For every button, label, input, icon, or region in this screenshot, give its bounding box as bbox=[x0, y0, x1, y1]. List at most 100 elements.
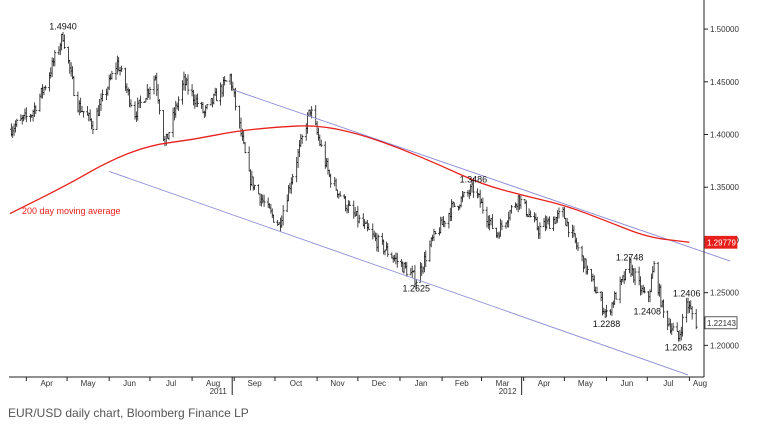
price-bar bbox=[129, 99, 133, 108]
last-value-tag-label: 1.29779 bbox=[707, 238, 736, 247]
x-tick-label: Sep bbox=[247, 379, 262, 388]
channel-line-upper bbox=[234, 89, 731, 262]
price-bar bbox=[529, 210, 532, 218]
price-bar bbox=[481, 197, 485, 214]
price-bar bbox=[186, 74, 190, 95]
price-bar bbox=[614, 292, 618, 300]
price-bar bbox=[395, 252, 399, 268]
price-bar bbox=[319, 139, 323, 148]
price-bar bbox=[110, 70, 114, 80]
price-bar bbox=[177, 96, 180, 111]
chart-caption: EUR/USD daily chart, Bloomberg Finance L… bbox=[8, 406, 249, 420]
price-annotation: 1.3486 bbox=[460, 175, 488, 185]
x-tick-label: May bbox=[81, 379, 96, 388]
price-annotation: 1.2748 bbox=[616, 253, 644, 263]
moving-average-legend: 200 day moving average bbox=[22, 206, 121, 216]
y-tick-label: 1.35000 bbox=[710, 183, 739, 192]
price-bar bbox=[424, 250, 428, 268]
x-year-label: 2011 bbox=[210, 387, 228, 396]
price-bar bbox=[548, 216, 551, 229]
price-bar bbox=[15, 118, 19, 128]
x-year-label: 2012 bbox=[499, 387, 517, 396]
y-tick-label: 1.45000 bbox=[710, 78, 739, 87]
moving-average-line bbox=[9, 125, 690, 243]
price-bar bbox=[310, 106, 314, 119]
last-value-tags: 1.29779 1.22143 bbox=[704, 235, 738, 330]
last-value-tag-box bbox=[704, 316, 738, 330]
x-tick-label: Feb bbox=[455, 379, 469, 388]
channel-line-lower bbox=[109, 170, 689, 376]
x-tick-label: Apr bbox=[40, 379, 53, 388]
x-tick-label: Mar bbox=[496, 379, 510, 388]
price-bar bbox=[357, 214, 361, 224]
last-value-tag-label: 1.22143 bbox=[707, 319, 736, 328]
price-bar bbox=[376, 234, 380, 253]
price-bar bbox=[586, 265, 589, 275]
price-bar bbox=[43, 85, 47, 91]
price-annotation: 1.2625 bbox=[403, 283, 431, 293]
price-annotation: 1.4940 bbox=[49, 21, 77, 31]
price-annotation: 1.2406 bbox=[673, 289, 701, 299]
price-annotations: 1.4940 1.3486 1.2625 1.2748 1.2288 1.2408 1.24… bbox=[49, 21, 700, 352]
price-bar bbox=[690, 306, 694, 320]
x-tick-label: Jan bbox=[415, 379, 428, 388]
price-bar bbox=[671, 322, 675, 332]
price-bar bbox=[519, 195, 523, 209]
price-bar bbox=[367, 223, 371, 231]
price-bar bbox=[62, 34, 66, 49]
price-bar bbox=[414, 278, 418, 290]
price-bar bbox=[300, 134, 304, 144]
price-bar bbox=[224, 80, 228, 82]
x-tick-label: Dec bbox=[372, 379, 386, 388]
last-value-tag: 1.29779 bbox=[704, 235, 738, 249]
price-bar bbox=[81, 111, 85, 118]
price-bar bbox=[452, 202, 456, 208]
price-bar bbox=[247, 146, 251, 172]
price-annotation: 1.2408 bbox=[634, 306, 662, 316]
price-bar bbox=[538, 222, 542, 239]
price-bar bbox=[675, 322, 679, 332]
price-bar bbox=[253, 184, 256, 190]
last-value-tag-box bbox=[704, 235, 738, 249]
price-bar bbox=[576, 242, 580, 252]
x-tick-label: Apr bbox=[538, 379, 551, 388]
trend-channel bbox=[109, 89, 731, 376]
price-bar bbox=[662, 299, 665, 318]
price-bar bbox=[490, 214, 494, 229]
price-bar bbox=[120, 65, 123, 72]
price-bar bbox=[694, 308, 698, 330]
price-bar bbox=[433, 230, 437, 235]
last-value-tag: 1.22143 bbox=[704, 316, 738, 330]
price-bar bbox=[53, 50, 57, 67]
y-tick-label: 1.40000 bbox=[710, 131, 739, 140]
price-bar bbox=[257, 184, 261, 195]
price-bar bbox=[652, 260, 656, 273]
price-bar bbox=[386, 243, 390, 257]
price-bar bbox=[595, 286, 599, 294]
price-bar bbox=[633, 267, 637, 286]
x-tick-label: Jun bbox=[620, 379, 633, 388]
price-bar bbox=[405, 262, 409, 277]
price-bar bbox=[91, 120, 95, 135]
price-bar bbox=[500, 220, 504, 231]
y-tick-label: 1.20000 bbox=[710, 341, 739, 350]
price-bar bbox=[605, 304, 608, 318]
price-bar bbox=[471, 177, 475, 198]
moving-average-series: 200 day moving average bbox=[9, 125, 690, 243]
price-bar bbox=[443, 220, 447, 228]
price-bar bbox=[234, 87, 237, 111]
price-bar bbox=[510, 204, 513, 214]
y-tick-label: 1.50000 bbox=[710, 25, 739, 34]
price-bar bbox=[681, 313, 685, 337]
x-tick-label: May bbox=[578, 379, 593, 388]
price-bar bbox=[329, 173, 333, 188]
price-bar bbox=[101, 89, 104, 102]
y-tick-label: 1.25000 bbox=[710, 289, 739, 298]
price-series bbox=[9, 31, 698, 342]
x-tick-label: Aug bbox=[693, 379, 707, 388]
price-bar bbox=[272, 214, 276, 223]
x-tick-label: Aug bbox=[206, 379, 220, 388]
price-bar bbox=[167, 132, 171, 140]
price-bar bbox=[643, 286, 646, 294]
x-tick-label: Jun bbox=[123, 379, 136, 388]
